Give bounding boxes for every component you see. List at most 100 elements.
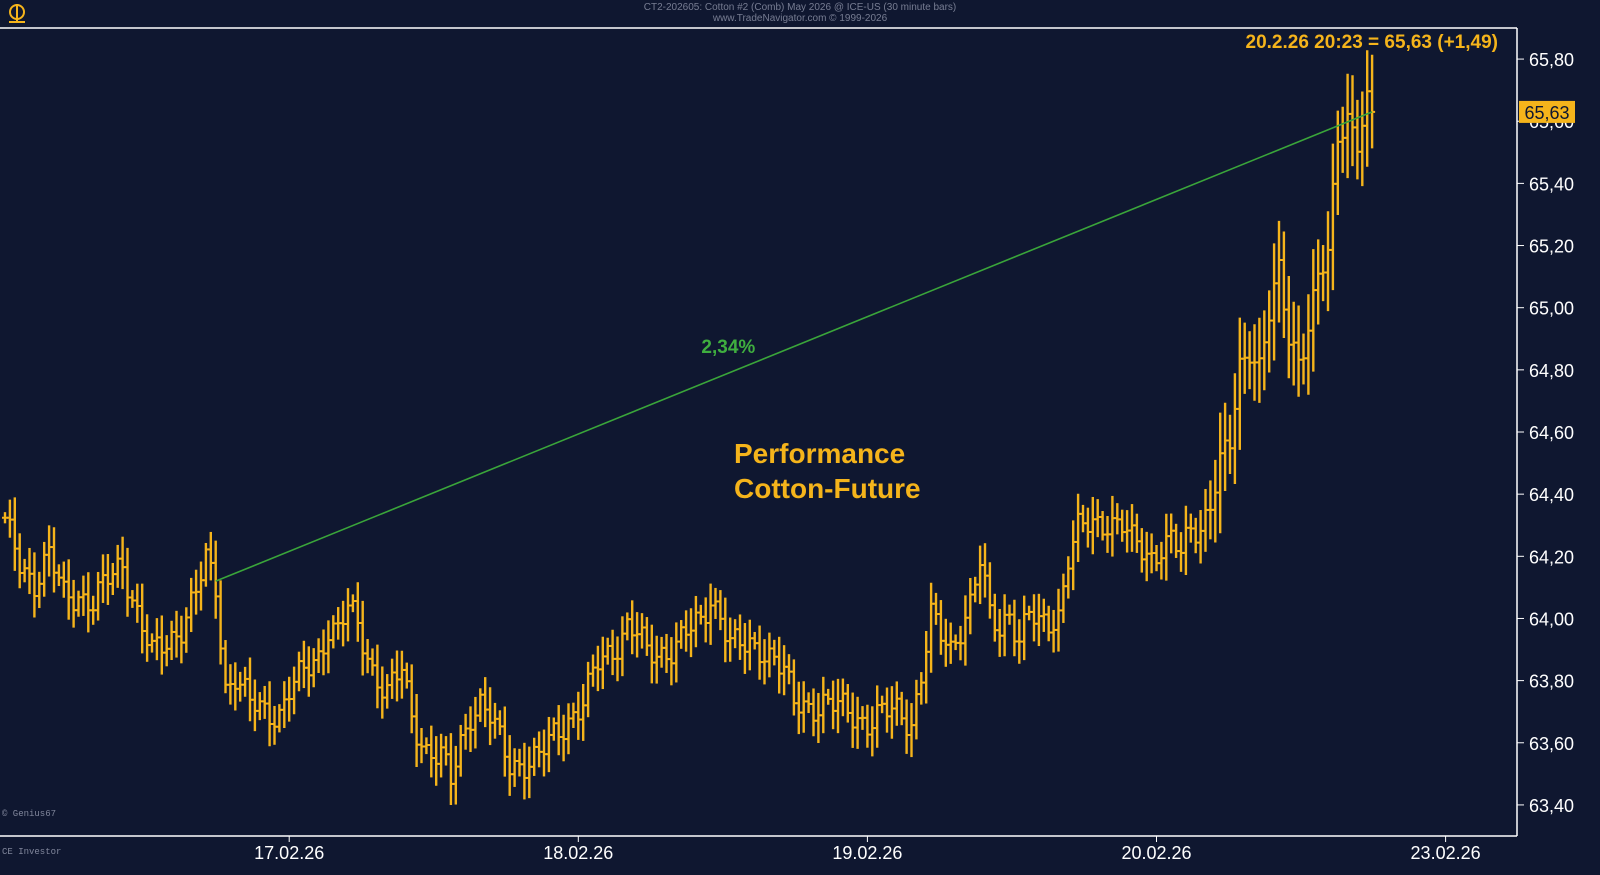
price-bar [1369,54,1376,149]
price-bar [16,533,23,589]
price-bar [741,623,748,674]
price-bar [1158,541,1165,580]
chart-title-line-1: Performance [734,438,905,469]
price-bar [1339,106,1346,173]
price-bar [1182,505,1189,575]
price-bar [746,619,753,671]
price-bar [1089,496,1096,555]
price-bar [428,725,435,778]
price-bar [457,724,464,777]
price-bar [232,662,239,711]
price-bar [1192,517,1199,554]
price-bar [1280,231,1287,339]
price-bar [11,497,18,571]
price-bar [364,638,371,674]
price-bar [756,625,763,680]
price-bar [648,624,655,684]
trendline-percent-label: 2,34% [701,337,755,358]
price-bar [482,677,489,728]
price-bar [1315,239,1322,325]
price-bar [1305,294,1312,395]
price-bar [1364,50,1371,167]
price-bar [178,615,185,664]
price-bar [888,686,895,739]
price-bar [163,635,170,667]
price-bar [1163,513,1170,581]
y-tick-label: 63,40 [1529,796,1574,816]
price-bar [1119,509,1126,542]
price-bar [492,702,498,739]
last-price-readout: 20.2.26 20:23 = 65,63 (+1,49) [1246,32,1498,53]
price-bar [36,571,43,609]
price-bar [129,590,136,608]
price-bar [1285,276,1292,379]
price-bar [80,575,87,616]
price-bar [933,592,939,625]
price-bar [261,685,268,719]
price-bar [678,620,685,649]
price-bar [1070,520,1077,591]
x-tick-label: 19.02.26 [832,843,902,863]
price-bar [653,635,660,684]
price-bar [487,687,494,746]
price-bar [786,654,792,685]
price-bar [1021,595,1028,661]
price-bar [913,679,920,740]
price-bar [692,595,699,648]
chart-title-line-2: Cotton-Future [734,473,921,504]
price-bar [658,636,665,668]
y-tick-label: 65,20 [1529,237,1574,257]
price-bar [1310,249,1317,372]
price-bar [501,706,508,777]
price-bar [256,692,263,721]
y-tick-label: 63,60 [1529,734,1574,754]
price-bar [790,659,797,716]
price-bar [893,681,900,726]
price-bar [384,674,391,709]
price-bar [408,664,415,734]
price-bar [830,680,837,730]
price-bar [751,631,758,650]
y-tick-label: 64,40 [1529,485,1574,505]
price-bar [604,637,611,665]
price-bar [555,705,562,756]
price-bar [874,685,881,748]
price-bar [496,710,503,735]
price-bar [349,594,356,613]
price-bar [291,666,298,715]
price-bar [207,531,214,581]
footer-label: CE Investor [2,847,62,857]
price-bar [1256,317,1263,403]
price-bar [114,544,121,588]
price-bar [1143,531,1150,582]
price-bar [585,661,592,718]
price-bar [1026,605,1033,621]
price-bar [1354,99,1361,180]
price-bar [51,527,57,593]
price-bar [1129,504,1135,552]
price-bar [477,688,484,722]
price-bar [511,748,518,787]
price-bar [996,608,1003,657]
price-bar [443,736,449,766]
price-bar [1094,499,1101,538]
price-bar [565,703,572,755]
price-bar [609,629,616,676]
price-bar [560,714,567,762]
price-bar [55,564,62,587]
price-bar [21,558,28,583]
price-bar [242,666,249,697]
watermark-label: © Genius67 [2,809,57,819]
price-bar [516,748,523,777]
price-bar [854,696,861,749]
price-bar [506,735,513,796]
price-bar [766,632,773,678]
price-bar [1261,310,1268,391]
price-bar [1084,507,1091,548]
price-bar [104,554,111,605]
price-bar [624,612,631,641]
price-bar [1080,504,1086,533]
price-bar [937,600,944,655]
price-bar [271,705,278,745]
price-bar [188,577,195,633]
